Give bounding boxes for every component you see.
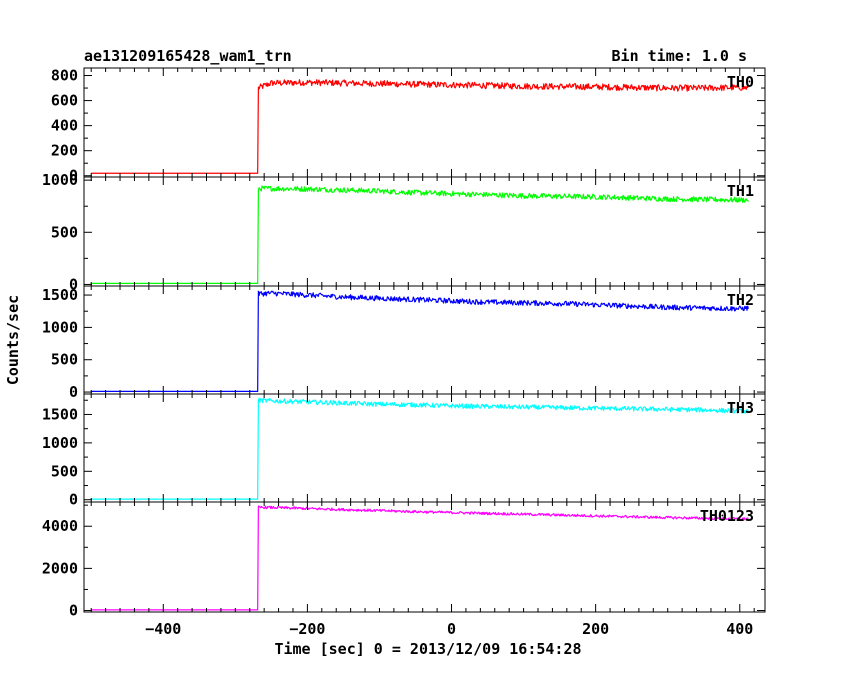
series-line-th3 [91,397,749,500]
series-line-th1 [91,185,749,284]
bin-time-label: Bin time: 1.0 s [612,47,747,65]
panel-frame [83,393,766,503]
y-tick-label: 400 [51,117,78,135]
series-line-th0 [91,79,749,174]
panels-group: 0 200 400 600 800 TH0 0 500 1000 TH1 0 500 1000 1500 T… [42,67,766,620]
panel-th2: 0 500 1000 1500 TH2 [42,285,766,401]
series-label-th0123: TH0123 [700,507,754,525]
y-tick-label: 4000 [42,517,78,535]
series-line-th2 [91,290,750,393]
y-tick-label: 600 [51,92,78,110]
panel-th1: 0 500 1000 TH1 [42,171,766,293]
panel-th0123: 0 2000 4000 TH0123 [42,501,766,620]
y-tick-label: 1000 [42,171,78,189]
y-tick-label: 800 [51,67,78,85]
panel-th0: 0 200 400 600 800 TH0 [51,67,766,185]
x-tick-label: −400 [145,620,181,638]
y-tick-label: 500 [51,462,78,480]
y-tick-label: 0 [69,491,78,509]
y-tick-label: 1500 [42,286,78,304]
y-axis-label: Counts/sec [4,295,22,385]
y-tick-label: 1000 [42,434,78,452]
y-tick-label: 2000 [42,559,78,577]
y-tick-label: 0 [69,275,78,293]
x-axis-label: Time [sec] 0 = 2013/12/09 16:54:28 [274,640,581,658]
series-label-th1: TH1 [727,182,754,200]
y-tick-label: 500 [51,351,78,369]
y-tick-label: 0 [69,383,78,401]
y-tick-label: 0 [69,167,78,185]
y-tick-label: 200 [51,142,78,160]
y-tick-label: 0 [69,602,78,620]
x-tick-label: 0 [447,620,456,638]
y-tick-label: 1000 [42,318,78,336]
series-label-th2: TH2 [727,291,754,309]
x-tick-label: 200 [582,620,609,638]
series-line-th0123 [91,505,749,611]
panel-frame [83,501,766,613]
x-tick-label: −200 [289,620,325,638]
x-axis: −400 −200 0 200 400 [145,620,753,638]
series-label-th3: TH3 [727,399,754,417]
chart-title: ae131209165428_wam1_trn [84,47,292,65]
x-tick-label: 400 [726,620,753,638]
panel-th3: 0 500 1000 1500 TH3 [42,393,766,509]
y-tick-label: 1500 [42,405,78,423]
y-tick-label: 500 [51,223,78,241]
series-label-th0: TH0 [727,73,754,91]
